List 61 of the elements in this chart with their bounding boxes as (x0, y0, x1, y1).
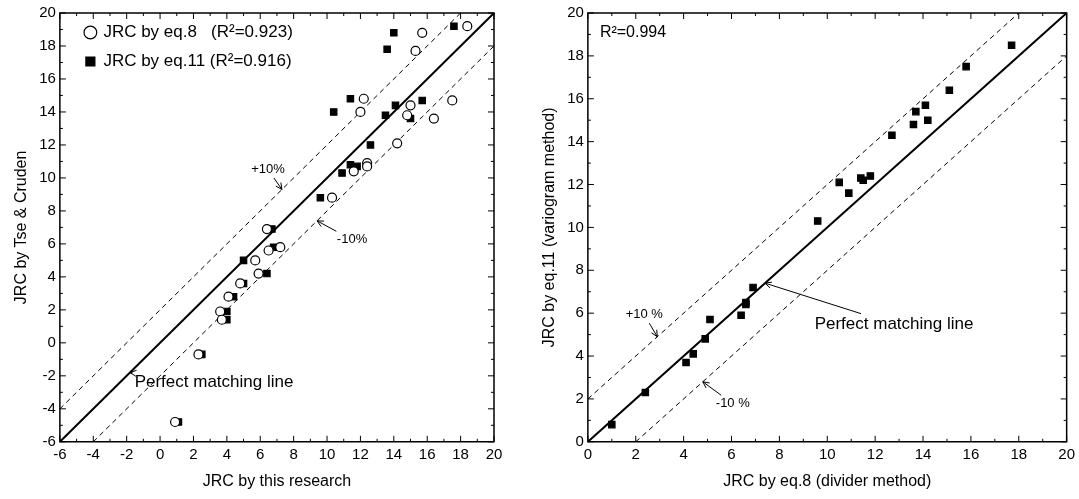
x-tick-label: 0 (155, 444, 165, 462)
annotation: -10 % (715, 395, 751, 411)
y-tick-label: 10 (39, 168, 56, 186)
x-tick-label: 8 (775, 444, 784, 462)
x-tick-label: 16 (962, 444, 980, 462)
x-tick-label: 16 (418, 444, 436, 462)
x-tick-label: 10 (318, 444, 336, 462)
y-tick-label: 12 (567, 174, 584, 192)
y-tick-label: -2 (42, 365, 56, 383)
annotation: -10% (336, 231, 368, 247)
x-tick-label: 14 (914, 444, 932, 462)
x-tick-label: 2 (189, 444, 198, 462)
y-tick-label: 14 (567, 131, 584, 149)
annotation: Perfect matching line (814, 313, 974, 333)
y-tick-label: 18 (567, 46, 584, 64)
x-tick-label: 6 (256, 444, 265, 462)
y-tick-label: 6 (575, 303, 584, 321)
x-tick-label: 10 (818, 444, 836, 462)
x-tick-label: 4 (679, 444, 688, 462)
y-tick-label: 8 (575, 260, 584, 278)
x-tick-label: 20 (1058, 444, 1075, 462)
x-tick-label: 18 (452, 444, 469, 462)
y-tick-label: 16 (39, 69, 56, 87)
y-tick-label: 0 (47, 332, 56, 350)
legend-label: JRC by eq.11 (R²=0.916) (103, 51, 292, 71)
x-axis-title: JRC by this research (202, 471, 352, 489)
x-tick-label: 14 (385, 444, 403, 462)
x-tick-label: 8 (289, 444, 298, 462)
x-tick-label: 18 (1010, 444, 1028, 462)
y-tick-label: 18 (39, 36, 56, 54)
annotation: Perfect matching line (134, 372, 294, 392)
y-tick-label: 4 (575, 346, 584, 364)
y-tick-label: 4 (47, 267, 56, 285)
y-tick-label: 20 (39, 3, 56, 21)
x-tick-label: 12 (352, 444, 369, 462)
y-tick-label: 2 (575, 389, 584, 407)
annotation: +10% (251, 161, 286, 177)
y-axis-title: JRC by eq.11 (variogram method) (540, 107, 558, 348)
y-tick-label: 14 (39, 102, 56, 120)
y-tick-label: -6 (42, 431, 56, 449)
y-tick-label: 12 (39, 135, 56, 153)
x-tick-label: 12 (866, 444, 884, 462)
y-tick-label: 16 (567, 88, 584, 106)
x-tick-label: -2 (120, 444, 134, 462)
y-tick-label: -4 (42, 398, 56, 416)
y-tick-label: 20 (567, 3, 584, 21)
y-tick-label: 0 (575, 431, 584, 449)
x-tick-label: 2 (631, 444, 640, 462)
x-tick-label: -4 (86, 444, 100, 462)
legend-label: JRC by eq.8 (R²=0.923) (103, 22, 293, 42)
y-tick-label: 8 (47, 201, 56, 219)
x-tick-label: 20 (485, 444, 503, 462)
x-tick-label: 4 (222, 444, 232, 462)
y-tick-label: 2 (47, 300, 56, 317)
annotation: R²=0.994 (599, 23, 667, 40)
x-axis-title: JRC by eq.8 (divider method) (723, 471, 932, 489)
y-tick-label: 10 (567, 217, 584, 235)
annotation: +10 % (625, 306, 664, 322)
x-tick-label: 6 (727, 444, 736, 462)
y-axis-title: JRC by Tse & Cruden (12, 150, 30, 305)
y-tick-label: 6 (47, 234, 56, 252)
